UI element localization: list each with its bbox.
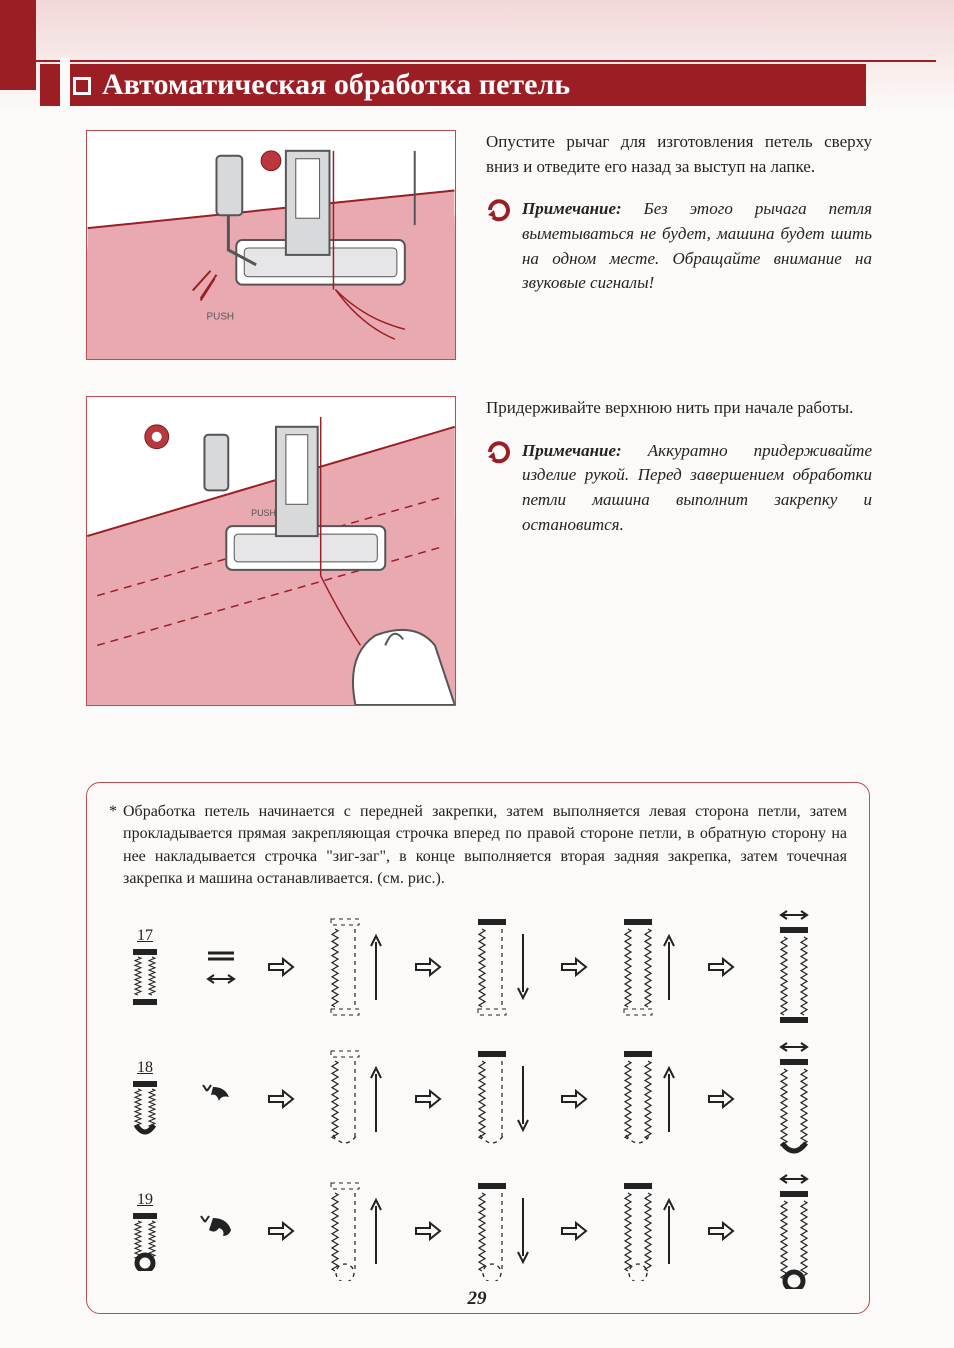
note-arrow-icon <box>486 439 512 465</box>
note-arrow-icon <box>486 197 512 223</box>
stage-3 <box>594 1181 701 1281</box>
stitch-start-icon <box>181 1083 261 1115</box>
stitch-preview: 19 <box>109 1191 181 1271</box>
figure-1: PUSH <box>86 130 456 360</box>
asterisk: * <box>109 801 117 891</box>
stitch-preview: 18 <box>109 1059 181 1139</box>
svg-text:PUSH: PUSH <box>251 508 276 518</box>
arrow-right-icon <box>707 956 735 978</box>
note-label: Примечание: <box>522 199 622 218</box>
sequence-row: 19 <box>109 1165 847 1297</box>
arrow-right-icon <box>707 1220 735 1242</box>
stage-3 <box>594 917 701 1017</box>
stage-4 <box>741 909 848 1025</box>
arrow-right-icon <box>267 1088 295 1110</box>
svg-text:PUSH: PUSH <box>207 311 235 322</box>
page-title: Автоматическая обработка петель <box>102 68 570 102</box>
stitch-number: 18 <box>137 1059 153 1077</box>
arrow-right-icon <box>267 956 295 978</box>
stage-2 <box>448 917 555 1017</box>
step-1-text: Опустите рычаг для изготовления петель с… <box>486 130 872 179</box>
step-2: PUSH Придерживайте верхнюю нить при нача… <box>86 396 872 706</box>
stage-2 <box>448 1181 555 1281</box>
arrow-right-icon <box>707 1088 735 1110</box>
arrow-right-icon <box>414 1220 442 1242</box>
figure-2: PUSH <box>86 396 456 706</box>
stitch-number: 17 <box>137 927 153 945</box>
arrow-right-icon <box>414 1088 442 1110</box>
arrow-right-icon <box>560 956 588 978</box>
step-2-note: Примечание: Аккуратно придерживайте изде… <box>486 439 872 538</box>
sequence-intro-text: Обработка петель начинается с передней з… <box>123 801 847 891</box>
stage-4 <box>741 1041 848 1157</box>
arrow-right-icon <box>560 1088 588 1110</box>
stitch-start-icon <box>181 1214 261 1248</box>
sequence-box: * Обработка петель начинается с передней… <box>86 782 870 1314</box>
stitch-start-icon <box>181 949 261 985</box>
stage-3 <box>594 1049 701 1149</box>
stage-4 <box>741 1173 848 1289</box>
header-rule <box>36 60 936 62</box>
arrow-right-icon <box>560 1220 588 1242</box>
arrow-right-icon <box>414 956 442 978</box>
step-1: PUSH Опустите рычаг для изготовления пет… <box>86 130 872 360</box>
page-number: 29 <box>0 1288 954 1310</box>
note-label: Примечание: <box>522 441 622 460</box>
step-2-text: Придерживайте верхнюю нить при начале ра… <box>486 396 872 421</box>
stage-2 <box>448 1049 555 1149</box>
title-bar: Автоматическая обработка петель <box>40 64 866 106</box>
sequence-row: 18 <box>109 1033 847 1165</box>
step-1-note: Примечание: Без этого рычага петля вымет… <box>486 197 872 296</box>
stitch-number: 19 <box>137 1191 153 1209</box>
stitch-preview: 17 <box>109 927 181 1007</box>
stage-1 <box>301 1181 408 1281</box>
header-red-block <box>0 0 36 90</box>
sequence-row: 17 <box>109 901 847 1033</box>
stage-1 <box>301 1049 408 1149</box>
arrow-right-icon <box>267 1220 295 1242</box>
stage-1 <box>301 917 408 1017</box>
